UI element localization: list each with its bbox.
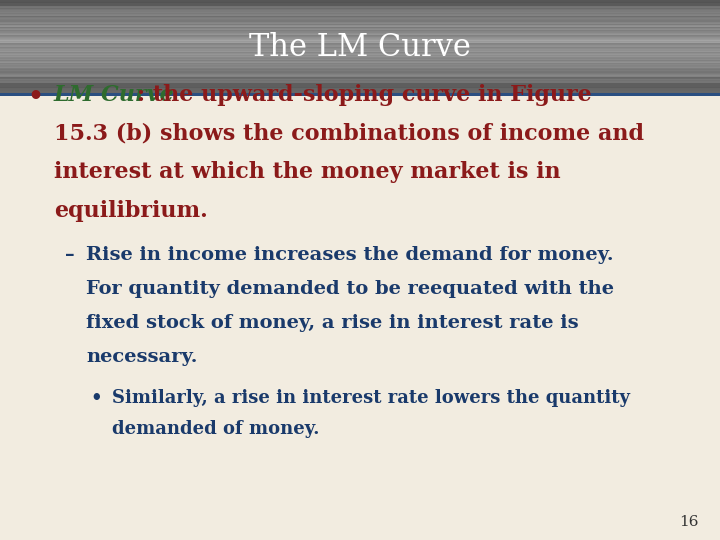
FancyBboxPatch shape	[0, 92, 720, 94]
FancyBboxPatch shape	[0, 4, 720, 6]
Text: The LM Curve: The LM Curve	[249, 32, 471, 63]
FancyBboxPatch shape	[0, 37, 720, 39]
FancyBboxPatch shape	[0, 91, 720, 93]
FancyBboxPatch shape	[0, 8, 720, 10]
FancyBboxPatch shape	[0, 69, 720, 71]
Text: Similarly, a rise in interest rate lowers the quantity: Similarly, a rise in interest rate lower…	[112, 389, 629, 407]
FancyBboxPatch shape	[0, 15, 720, 17]
FancyBboxPatch shape	[0, 42, 720, 44]
FancyBboxPatch shape	[0, 80, 720, 82]
FancyBboxPatch shape	[0, 39, 720, 41]
FancyBboxPatch shape	[0, 0, 720, 94]
FancyBboxPatch shape	[0, 0, 720, 2]
FancyBboxPatch shape	[0, 18, 720, 21]
FancyBboxPatch shape	[0, 10, 720, 12]
FancyBboxPatch shape	[0, 45, 720, 47]
Text: Rise in income increases the demand for money.: Rise in income increases the demand for …	[86, 246, 614, 264]
FancyBboxPatch shape	[0, 67, 720, 69]
FancyBboxPatch shape	[0, 47, 720, 49]
FancyBboxPatch shape	[0, 26, 720, 29]
FancyBboxPatch shape	[0, 34, 720, 36]
FancyBboxPatch shape	[0, 36, 720, 38]
FancyBboxPatch shape	[0, 25, 720, 27]
FancyBboxPatch shape	[0, 22, 720, 24]
FancyBboxPatch shape	[0, 77, 720, 79]
Text: LM Curve: LM Curve	[54, 84, 175, 106]
FancyBboxPatch shape	[0, 56, 720, 58]
FancyBboxPatch shape	[0, 72, 720, 74]
FancyBboxPatch shape	[0, 17, 720, 19]
FancyBboxPatch shape	[0, 89, 720, 91]
FancyBboxPatch shape	[0, 50, 720, 52]
Text: : the upward-sloping curve in Figure: : the upward-sloping curve in Figure	[137, 84, 592, 106]
Text: –: –	[65, 246, 74, 264]
FancyArrow shape	[0, 93, 720, 96]
FancyBboxPatch shape	[0, 73, 720, 76]
Text: demanded of money.: demanded of money.	[112, 420, 319, 438]
FancyBboxPatch shape	[0, 12, 720, 14]
FancyBboxPatch shape	[0, 64, 720, 66]
FancyBboxPatch shape	[0, 58, 720, 60]
FancyBboxPatch shape	[0, 85, 720, 86]
FancyBboxPatch shape	[0, 70, 720, 72]
FancyBboxPatch shape	[0, 6, 720, 8]
Text: equilibrium.: equilibrium.	[54, 200, 208, 222]
Text: necessary.: necessary.	[86, 348, 198, 366]
FancyBboxPatch shape	[0, 55, 720, 57]
FancyBboxPatch shape	[0, 28, 720, 30]
FancyBboxPatch shape	[0, 51, 720, 53]
Text: fixed stock of money, a rise in interest rate is: fixed stock of money, a rise in interest…	[86, 314, 579, 332]
FancyBboxPatch shape	[0, 87, 720, 90]
Text: For quantity demanded to be reequated with the: For quantity demanded to be reequated wi…	[86, 280, 614, 298]
FancyBboxPatch shape	[0, 78, 720, 80]
FancyBboxPatch shape	[0, 75, 720, 77]
Text: 15.3 (b) shows the combinations of income and: 15.3 (b) shows the combinations of incom…	[54, 123, 644, 145]
FancyBboxPatch shape	[0, 1, 720, 3]
FancyBboxPatch shape	[0, 32, 720, 35]
FancyBboxPatch shape	[0, 23, 720, 25]
FancyBboxPatch shape	[0, 14, 720, 16]
FancyBboxPatch shape	[0, 44, 720, 46]
Text: 16: 16	[679, 515, 698, 529]
Text: interest at which the money market is in: interest at which the money market is in	[54, 161, 561, 184]
FancyBboxPatch shape	[0, 86, 720, 88]
FancyBboxPatch shape	[0, 40, 720, 43]
FancyBboxPatch shape	[0, 29, 720, 31]
FancyBboxPatch shape	[0, 48, 720, 50]
Text: •: •	[27, 84, 43, 107]
FancyBboxPatch shape	[0, 9, 720, 11]
FancyBboxPatch shape	[0, 3, 720, 5]
FancyBboxPatch shape	[0, 63, 720, 65]
FancyBboxPatch shape	[0, 31, 720, 33]
FancyBboxPatch shape	[0, 53, 720, 55]
FancyBboxPatch shape	[0, 65, 720, 68]
FancyBboxPatch shape	[0, 59, 720, 62]
FancyBboxPatch shape	[0, 20, 720, 22]
FancyBboxPatch shape	[0, 82, 720, 84]
FancyBboxPatch shape	[0, 83, 720, 85]
FancyBboxPatch shape	[0, 61, 720, 63]
Text: •: •	[90, 389, 102, 407]
